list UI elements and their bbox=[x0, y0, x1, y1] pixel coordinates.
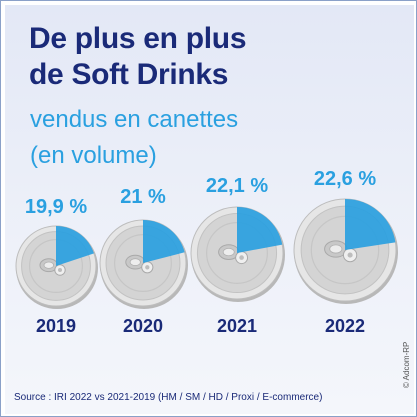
subtitle-line-2: (en volume) bbox=[30, 142, 157, 169]
year-label-2022: 2022 bbox=[325, 316, 365, 336]
can-2021: 22,1 % 2021 bbox=[190, 175, 285, 336]
can-2022: 22,6 % 2022 bbox=[293, 168, 398, 336]
data-label-2022: 22,6 % bbox=[314, 168, 376, 190]
pie-slice-2020 bbox=[143, 220, 185, 263]
pie-slice-2022 bbox=[345, 199, 396, 250]
data-label-2021: 22,1 % bbox=[206, 175, 268, 197]
credit-note: © Adcom-RP bbox=[402, 341, 411, 388]
soda-can-tab-icon bbox=[324, 240, 358, 263]
soda-can-tab-icon bbox=[125, 254, 154, 274]
year-label-2020: 2020 bbox=[123, 316, 163, 336]
source-note: Source : IRI 2022 vs 2021-2019 (HM / SM … bbox=[14, 392, 323, 403]
pie-slice-2019 bbox=[56, 226, 94, 266]
year-label-2021: 2021 bbox=[217, 316, 257, 336]
data-label-2019: 19,9 % bbox=[25, 196, 87, 218]
title-line-2: de Soft Drinks bbox=[29, 58, 229, 91]
can-2019: 19,9 % 2019 bbox=[15, 196, 98, 336]
can-2020: 21 % 2020 bbox=[99, 186, 188, 336]
pie-slice-2021 bbox=[237, 207, 283, 253]
subtitle-line-1: vendus en canettes bbox=[30, 106, 239, 133]
data-label-2020: 21 % bbox=[120, 186, 166, 208]
title-line-1: De plus en plus bbox=[29, 22, 247, 55]
year-label-2019: 2019 bbox=[36, 316, 76, 336]
